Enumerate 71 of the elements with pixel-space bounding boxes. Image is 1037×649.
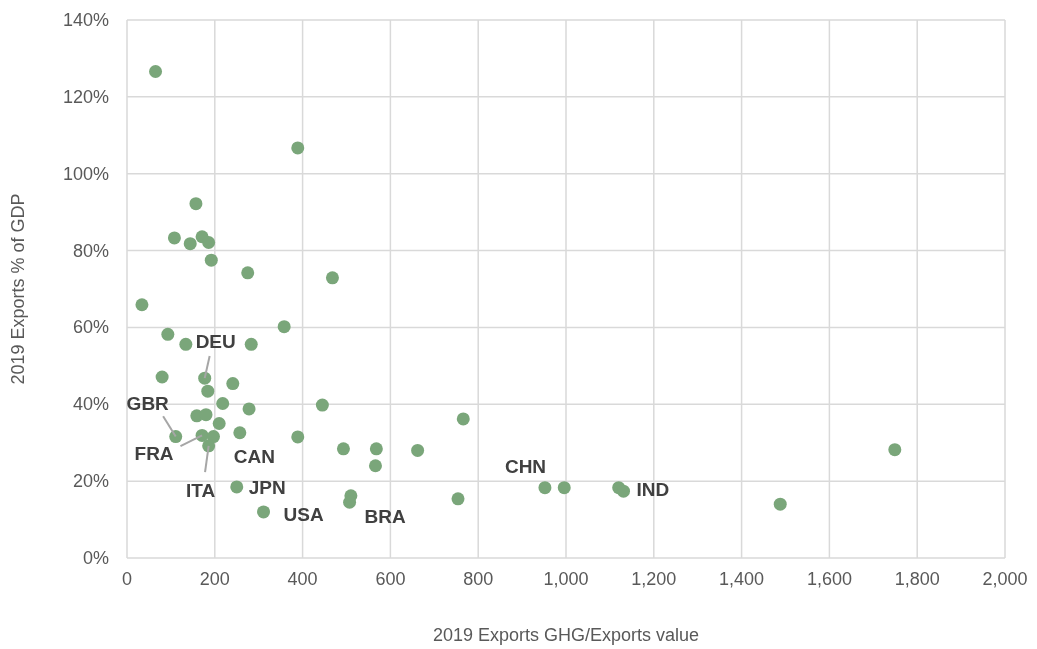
y-tick-label: 0% xyxy=(82,548,109,568)
point xyxy=(315,398,329,412)
x-tick-label: 1,400 xyxy=(719,569,765,589)
point xyxy=(216,397,230,411)
point xyxy=(291,430,305,444)
x-tick-label: 1,000 xyxy=(543,569,589,589)
annotation: ITA xyxy=(186,479,216,501)
x-tick-label: 800 xyxy=(463,569,494,589)
point xyxy=(155,370,169,384)
point xyxy=(557,481,571,495)
x-axis-title: 2019 Exports GHG/Exports value xyxy=(432,625,700,645)
point xyxy=(226,377,240,391)
point xyxy=(204,253,218,267)
annotation: DEU xyxy=(195,331,236,353)
y-tick-label: 80% xyxy=(72,240,109,261)
point xyxy=(369,442,383,456)
point xyxy=(368,459,382,473)
point xyxy=(538,481,552,495)
annotation: IND xyxy=(636,479,670,501)
point xyxy=(325,271,339,285)
point xyxy=(212,417,226,430)
point xyxy=(451,492,465,506)
point xyxy=(291,141,305,155)
point xyxy=(244,337,258,351)
x-tick-label: 1,600 xyxy=(806,569,852,589)
x-tick-label: 400 xyxy=(287,569,318,589)
x-tick-label: 2,000 xyxy=(982,569,1028,589)
point xyxy=(161,327,175,341)
point xyxy=(167,231,181,245)
annotation: JPN xyxy=(248,476,286,498)
point xyxy=(336,442,350,456)
point xyxy=(199,408,213,422)
annotation: FRA xyxy=(134,443,174,465)
y-tick-label: 60% xyxy=(72,317,109,338)
x-tick-label: 200 xyxy=(199,569,230,589)
point xyxy=(135,298,149,312)
point xyxy=(411,443,425,457)
point xyxy=(773,497,787,511)
point xyxy=(179,337,193,351)
point xyxy=(456,412,470,426)
y-tick-label: 140% xyxy=(62,10,109,30)
point xyxy=(202,236,216,249)
point xyxy=(183,237,197,251)
annotation: BRA xyxy=(364,506,407,528)
point xyxy=(241,266,255,280)
annotation: CAN xyxy=(233,445,275,467)
point xyxy=(149,64,163,78)
y-axis-title: 2019 Exports % of GDP xyxy=(8,193,28,385)
point xyxy=(201,384,215,398)
annotation: GBR xyxy=(126,392,170,414)
point xyxy=(888,443,902,457)
point xyxy=(206,430,220,444)
x-tick-label: 0 xyxy=(121,569,133,589)
x-tick-label: 1,800 xyxy=(894,569,940,589)
point xyxy=(169,430,183,444)
point xyxy=(189,197,203,211)
point xyxy=(257,505,271,519)
point xyxy=(230,480,244,494)
x-tick-label: 600 xyxy=(375,569,406,589)
y-tick-label: 40% xyxy=(72,394,109,415)
point xyxy=(233,426,247,440)
y-tick-label: 100% xyxy=(62,163,109,184)
x-tick-label: 1,200 xyxy=(631,569,677,589)
point xyxy=(202,439,216,453)
point xyxy=(277,320,291,334)
annotation: USA xyxy=(283,503,324,525)
y-tick-label: 20% xyxy=(72,471,109,492)
point xyxy=(617,484,631,498)
annotation: CHN xyxy=(504,455,547,477)
y-tick-label: 120% xyxy=(62,86,109,107)
point xyxy=(242,402,256,416)
